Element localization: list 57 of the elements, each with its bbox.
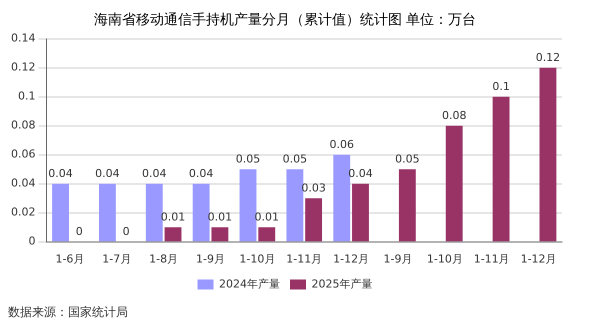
bar — [52, 184, 69, 242]
data-label: 0.08 — [442, 109, 466, 122]
bar — [211, 227, 228, 242]
data-label: 0 — [76, 225, 83, 238]
x-tick-label: 1-12月 — [333, 252, 370, 266]
y-tick-label: 0.08 — [10, 118, 36, 132]
source-note: 数据来源：国家统计局 — [8, 304, 128, 321]
bar — [192, 184, 210, 242]
data-label: 0.04 — [48, 167, 73, 180]
data-label: 0.05 — [395, 152, 420, 166]
x-tick-label: 1-11月 — [474, 252, 510, 266]
bar — [305, 198, 322, 242]
bar — [492, 96, 510, 242]
x-tick-label: 1-7月 — [102, 252, 132, 266]
data-label: 0.12 — [536, 51, 560, 64]
y-tick-label: 0.1 — [18, 90, 36, 103]
data-label: 0.01 — [160, 210, 186, 224]
x-tick-label: 1-11月 — [286, 252, 322, 266]
data-label: 0.05 — [282, 152, 308, 166]
y-tick-label: 0.04 — [10, 176, 36, 190]
bar — [333, 154, 350, 242]
chart-title: 海南省移动通信手持机产量分月（累计值）统计图 单位：万台 — [94, 12, 476, 28]
legend-label: 2025年产量 — [312, 277, 372, 290]
x-tick-label: 1-12月 — [520, 252, 557, 266]
data-label: 0.1 — [492, 80, 510, 94]
bar — [352, 184, 369, 242]
bar — [98, 184, 116, 242]
y-tick-label: 0.14 — [10, 32, 36, 45]
data-label: 0.01 — [208, 210, 232, 224]
bar — [286, 169, 304, 242]
data-label: 0.04 — [348, 167, 373, 180]
bar — [146, 184, 163, 242]
bar — [258, 227, 276, 242]
y-tick-label: 0.06 — [10, 148, 36, 161]
y-tick-label: 0.02 — [10, 206, 36, 219]
bar — [398, 169, 416, 242]
x-tick-label: 1-10月 — [426, 252, 463, 266]
data-label: 0.01 — [254, 210, 280, 224]
bar — [164, 227, 182, 242]
data-label: 0.04 — [142, 167, 167, 180]
data-label: 0 — [122, 225, 130, 238]
data-label: 0.04 — [95, 167, 120, 180]
bar — [540, 68, 556, 242]
bar — [446, 126, 463, 242]
data-label: 0.03 — [301, 182, 326, 195]
data-label: 0.05 — [236, 152, 260, 166]
x-tick-label: 1-10月 — [239, 252, 276, 266]
data-label: 0.04 — [188, 167, 214, 180]
y-tick-label: 0 — [28, 234, 36, 248]
x-tick-label: 1-6月 — [55, 252, 84, 266]
legend-label: 2024年产量 — [219, 277, 280, 290]
x-tick-label: 1-9月 — [383, 252, 412, 266]
x-tick-label: 1-9月 — [196, 252, 225, 266]
x-tick-label: 1-8月 — [149, 252, 178, 266]
y-tick-label: 0.12 — [10, 60, 36, 74]
bar — [240, 169, 256, 242]
data-label: 0.06 — [329, 138, 354, 152]
